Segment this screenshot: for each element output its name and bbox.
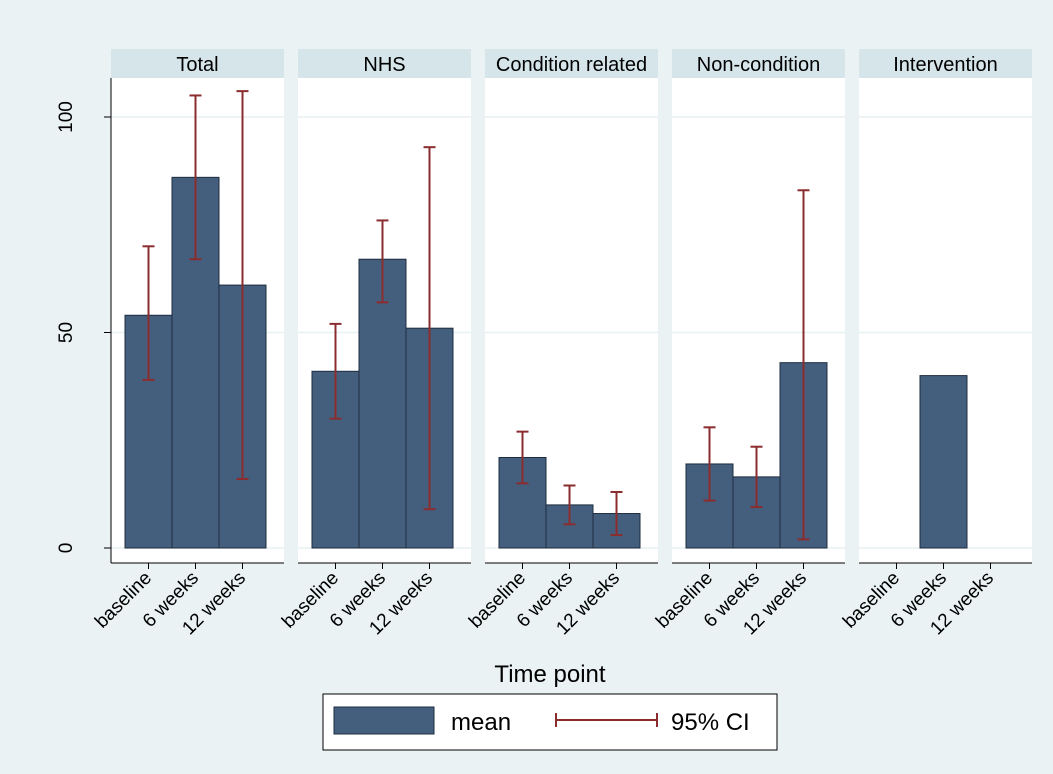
- panel-strip: [672, 49, 845, 78]
- y-tick-label: 50: [56, 322, 77, 343]
- panel-strip: [111, 49, 284, 78]
- legend: mean 95% CI: [322, 693, 778, 751]
- y-axis: 0 50 100: [56, 78, 112, 563]
- panel-strip: [485, 49, 658, 78]
- panel-title: Non-condition: [697, 54, 820, 76]
- panel-strip: [859, 49, 1032, 78]
- legend-label-mean: mean: [451, 709, 511, 736]
- panel-title: NHS: [363, 54, 405, 76]
- legend-label-ci: 95% CI: [671, 709, 750, 736]
- bar-6-weeks: [919, 375, 968, 549]
- panel-title: Total: [176, 54, 218, 76]
- legend-swatch-mean: [333, 706, 435, 735]
- panel-title: Intervention: [893, 54, 998, 76]
- x-axis-title: Time point: [494, 661, 605, 688]
- y-tick-label: 0: [56, 543, 77, 554]
- y-tick-label: 100: [56, 101, 77, 133]
- panel-title: Condition related: [496, 54, 647, 76]
- bar-6-weeks: [358, 258, 407, 549]
- panel-strip: [298, 49, 471, 78]
